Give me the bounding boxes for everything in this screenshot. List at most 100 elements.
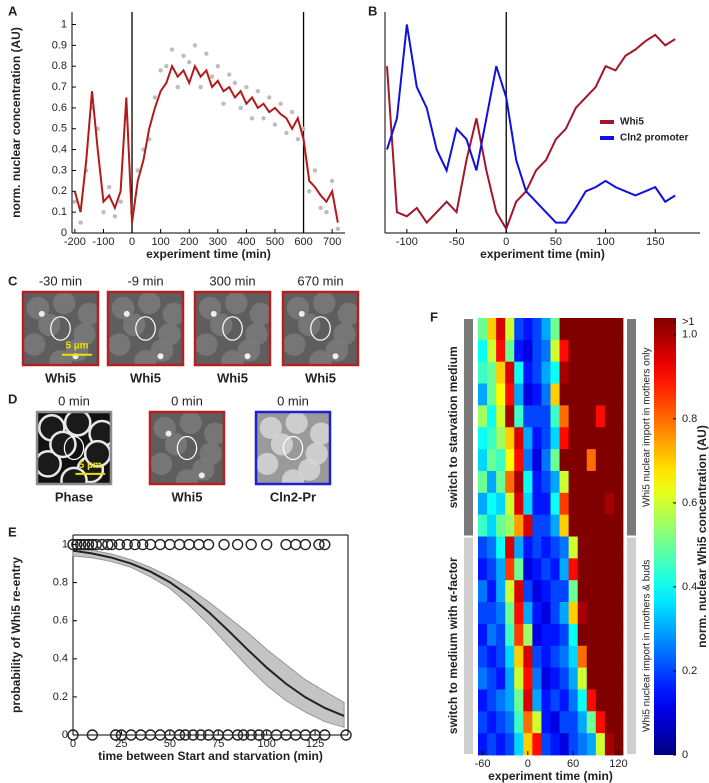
x-tick-label: -200	[64, 236, 86, 248]
heat-cell	[577, 318, 588, 341]
x-axis-label: time between Start and starvation (min)	[98, 749, 323, 763]
heat-cell	[487, 645, 497, 668]
heat-cell	[613, 427, 624, 450]
data-line	[386, 24, 676, 224]
heat-cell	[487, 339, 497, 363]
cell	[49, 430, 77, 459]
heat-cell	[505, 339, 515, 363]
heat-cell	[541, 602, 551, 625]
heat-cell	[514, 733, 524, 756]
data-point	[169, 47, 175, 52]
data-point	[244, 84, 249, 90]
open-circle	[137, 538, 149, 551]
heat-cell	[496, 405, 506, 428]
heat-cell	[568, 602, 579, 625]
heat-cell	[577, 580, 588, 603]
heat-cell	[514, 558, 524, 581]
heat-cell	[568, 667, 579, 690]
heat-cell	[604, 470, 615, 494]
heat-cell	[604, 623, 615, 647]
x-tick-label: 75	[212, 738, 224, 750]
data-point	[335, 226, 341, 232]
colorbar-tick-label: >1	[682, 316, 695, 328]
heat-cell	[532, 689, 542, 712]
heat-cell	[514, 339, 524, 363]
cell	[134, 350, 157, 365]
heat-cell	[478, 383, 488, 406]
colorbar-tick-label: 0.4	[682, 581, 697, 593]
data-point	[221, 101, 226, 106]
data-point	[255, 89, 261, 94]
heat-cell	[577, 514, 588, 537]
data-point	[152, 95, 158, 100]
heat-cell	[586, 711, 597, 734]
heat-cell	[613, 558, 624, 581]
cell	[199, 442, 222, 465]
group-bar	[464, 319, 473, 536]
open-circle	[195, 729, 207, 741]
heat-cell	[514, 645, 524, 668]
heat-cell	[523, 733, 533, 756]
y-tick-label: 0	[62, 729, 68, 741]
heat-cell	[613, 361, 624, 384]
open-circle	[280, 538, 292, 551]
heat-cell	[577, 733, 588, 756]
heat-cell	[559, 514, 570, 537]
heat-cell	[595, 514, 606, 537]
heat-cell	[613, 689, 624, 712]
open-circle	[164, 538, 176, 551]
heat-cell	[505, 492, 515, 516]
heat-cell	[523, 558, 533, 581]
y-axis-label: probability of Whi5 re-entry	[9, 557, 23, 713]
heat-cell	[532, 580, 542, 603]
heat-cell	[577, 667, 588, 690]
heat-cell	[604, 711, 615, 734]
cell	[60, 466, 88, 484]
heat-cell	[604, 558, 615, 581]
cell	[259, 416, 282, 439]
heat-cell	[577, 339, 588, 363]
heat-cell	[514, 405, 524, 428]
heat-cell	[541, 318, 551, 341]
heat-cell	[595, 318, 606, 341]
group-label: switch to starvation medium	[446, 346, 460, 508]
open-circle	[67, 538, 79, 551]
heat-cell	[604, 361, 615, 384]
heat-cell	[577, 427, 588, 450]
heat-cell	[487, 361, 497, 384]
heat-cell	[514, 449, 524, 472]
heat-cell	[586, 645, 597, 668]
heat-cell	[613, 536, 624, 559]
heat-cell	[487, 689, 497, 712]
heat-cell	[586, 667, 597, 690]
group-bar	[627, 537, 636, 754]
data-point	[238, 105, 243, 111]
heat-cell	[514, 318, 524, 341]
heat-cell	[550, 449, 560, 472]
heat-cell	[496, 711, 506, 734]
heat-cell	[532, 339, 542, 363]
cell	[204, 422, 224, 445]
heat-cell	[550, 492, 560, 516]
cell	[108, 333, 131, 356]
x-axis-label: experiment time (min)	[488, 769, 613, 783]
image-label: Phase	[55, 489, 93, 504]
heat-cell	[568, 318, 579, 341]
heat-cell	[568, 383, 579, 406]
heat-cell	[550, 339, 560, 363]
open-circle	[290, 538, 302, 551]
cell	[256, 452, 279, 475]
heat-cell	[505, 361, 515, 384]
cell	[305, 442, 328, 465]
colorbar-label: norm. nuclear Whi5 concentration (AU)	[695, 425, 709, 648]
heat-cell	[559, 470, 570, 494]
data-point	[78, 220, 83, 225]
heat-cell	[577, 470, 588, 494]
heat-cell	[550, 645, 560, 668]
cell-outline	[63, 435, 85, 461]
y-tick-label: 0.8	[53, 577, 68, 589]
open-circle	[237, 729, 250, 741]
colorbar-tick-label: 0.2	[682, 665, 697, 677]
heat-cell	[478, 470, 488, 494]
heat-cell	[568, 405, 579, 428]
